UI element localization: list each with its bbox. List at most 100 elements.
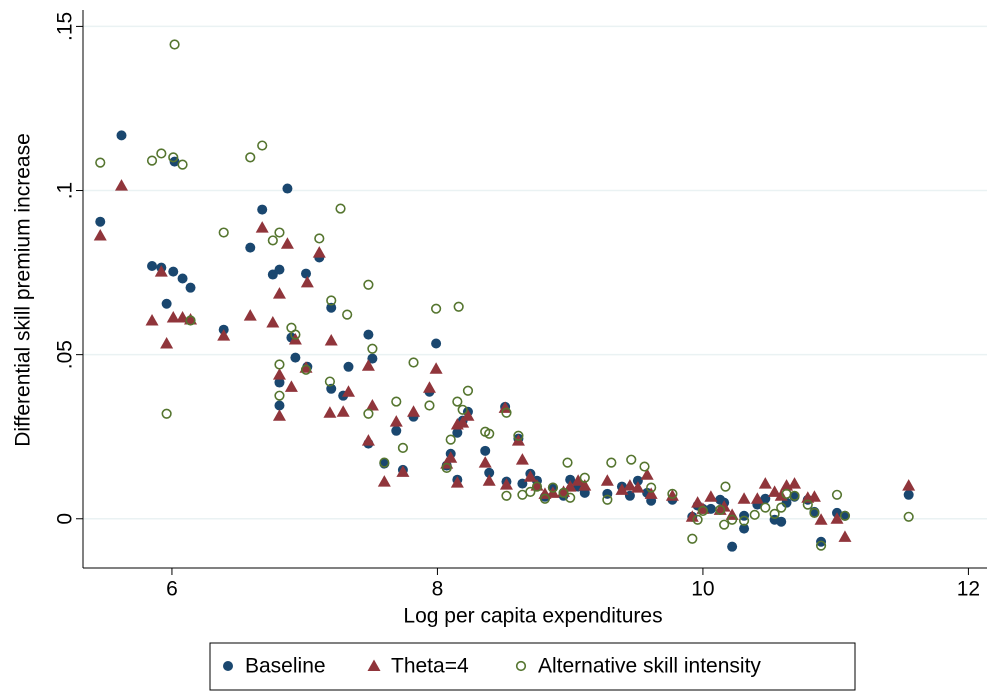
legend-box: [209, 642, 856, 691]
point: [802, 499, 813, 510]
point: [431, 303, 442, 314]
point: [324, 376, 336, 387]
point: [391, 396, 402, 407]
point: [245, 152, 256, 163]
point: [720, 481, 731, 492]
point: [445, 434, 456, 445]
point: [750, 492, 764, 504]
point: [326, 295, 337, 306]
legend-marker: [515, 660, 527, 672]
point: [639, 461, 650, 472]
point: [501, 490, 512, 501]
legend-marker: [367, 659, 381, 671]
point: [838, 530, 852, 542]
point: [300, 275, 314, 288]
point: [615, 483, 629, 495]
point: [95, 216, 106, 227]
point: [324, 334, 338, 346]
point: [531, 481, 543, 492]
point: [565, 474, 576, 485]
point: [422, 381, 436, 393]
point: [274, 377, 285, 388]
point: [282, 183, 293, 194]
point: [530, 479, 544, 491]
point: [696, 502, 710, 514]
point: [478, 456, 492, 468]
point: [623, 479, 637, 491]
point: [697, 505, 709, 516]
point: [177, 159, 188, 170]
point: [705, 503, 716, 514]
point: [758, 477, 772, 489]
point: [717, 500, 731, 512]
point: [809, 507, 820, 518]
y-tick-label: 0: [54, 513, 77, 525]
point: [274, 264, 285, 275]
point: [480, 445, 491, 456]
point: [687, 533, 698, 544]
point: [389, 415, 403, 427]
point: [452, 396, 463, 407]
point: [255, 221, 269, 233]
point: [484, 428, 495, 439]
point: [184, 313, 198, 325]
point: [665, 489, 679, 501]
point: [267, 235, 278, 246]
point: [815, 540, 827, 551]
point: [335, 203, 346, 214]
point: [667, 488, 678, 499]
point: [737, 492, 751, 504]
point: [760, 493, 771, 504]
point: [397, 442, 409, 453]
point: [424, 400, 435, 411]
point: [257, 204, 268, 215]
point: [336, 405, 350, 417]
x-tick-label: 10: [691, 578, 714, 601]
point: [719, 519, 730, 530]
point: [431, 338, 442, 349]
point: [367, 343, 378, 354]
point: [95, 157, 106, 168]
point: [363, 329, 374, 340]
point: [396, 465, 410, 477]
point: [547, 482, 559, 493]
point: [646, 482, 657, 493]
point: [272, 409, 286, 421]
point: [457, 404, 468, 415]
point: [363, 279, 374, 290]
x-tick-label: 8: [432, 578, 444, 601]
point: [342, 309, 353, 320]
point: [525, 486, 536, 497]
point: [776, 502, 787, 513]
point: [160, 336, 174, 349]
point: [391, 425, 402, 436]
point: [839, 510, 851, 521]
point: [903, 489, 914, 500]
point: [161, 298, 172, 309]
point: [499, 478, 513, 490]
point: [692, 514, 703, 525]
point: [523, 470, 537, 482]
point: [218, 227, 229, 238]
point: [147, 261, 158, 272]
point: [177, 273, 188, 284]
point: [154, 265, 168, 277]
point: [300, 364, 312, 375]
point: [640, 468, 654, 480]
point: [274, 359, 285, 370]
point: [116, 130, 127, 141]
legend-label: Theta=4: [391, 655, 469, 678]
point: [361, 359, 375, 371]
point: [429, 362, 443, 374]
point: [217, 329, 231, 341]
point: [168, 266, 179, 277]
point: [266, 315, 280, 328]
x-tick-label: 6: [166, 578, 178, 601]
point: [314, 233, 325, 244]
point: [461, 409, 475, 421]
x-axis-title: Log per capita expenditures: [403, 605, 662, 628]
point: [631, 481, 645, 493]
point: [562, 457, 573, 468]
point: [814, 513, 828, 525]
